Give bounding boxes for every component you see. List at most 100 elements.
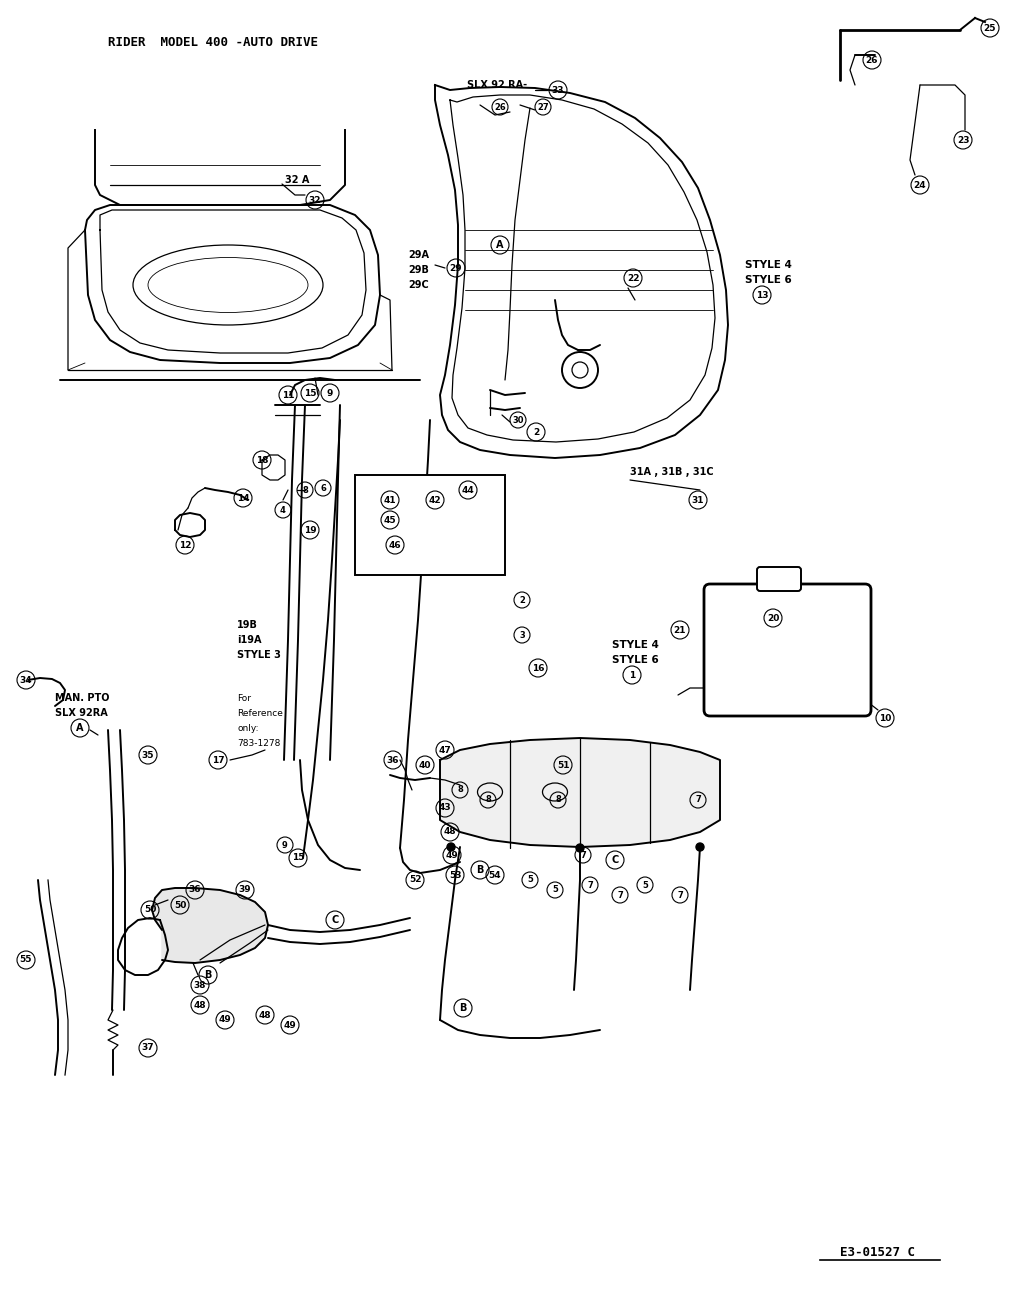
Text: RIDER  MODEL 400 -AUTO DRIVE: RIDER MODEL 400 -AUTO DRIVE [108, 35, 318, 48]
Text: C: C [331, 914, 338, 925]
Text: 7: 7 [580, 851, 586, 860]
Text: 35: 35 [141, 751, 154, 760]
Text: SLX 92RA: SLX 92RA [55, 708, 107, 718]
Text: 9: 9 [327, 388, 333, 397]
Text: 45: 45 [384, 516, 396, 525]
Text: 32: 32 [309, 196, 321, 204]
Text: 33: 33 [552, 86, 565, 95]
Text: 5: 5 [642, 881, 648, 890]
Text: 26: 26 [494, 103, 506, 112]
Circle shape [447, 843, 455, 851]
Text: 49: 49 [446, 851, 458, 860]
Text: 41: 41 [384, 495, 396, 504]
Text: B: B [477, 865, 484, 876]
Text: 53: 53 [449, 870, 461, 879]
Polygon shape [152, 889, 268, 963]
Text: 49: 49 [284, 1021, 296, 1030]
Text: 19: 19 [303, 526, 317, 534]
Text: 36: 36 [189, 886, 201, 895]
Text: E3-01527 C: E3-01527 C [840, 1246, 915, 1259]
Text: 48: 48 [259, 1011, 271, 1020]
Text: 5: 5 [552, 886, 558, 895]
Text: 14: 14 [236, 494, 250, 503]
Text: 48: 48 [444, 827, 456, 837]
Text: 29: 29 [450, 264, 462, 273]
Text: MAN. PTO: MAN. PTO [55, 692, 109, 703]
Text: 29A: 29A [408, 249, 429, 260]
Text: 8: 8 [485, 795, 491, 804]
Text: 25: 25 [983, 23, 996, 32]
Text: 15: 15 [303, 388, 316, 397]
Text: 36: 36 [387, 756, 399, 765]
Text: 47: 47 [439, 746, 451, 755]
Text: For: For [237, 694, 251, 703]
Text: i19A: i19A [237, 635, 261, 646]
Bar [355, 475, 505, 575]
Text: 43: 43 [439, 804, 451, 812]
Text: 23: 23 [957, 135, 969, 144]
Text: B: B [204, 970, 212, 979]
Text: STYLE 6: STYLE 6 [745, 275, 792, 284]
Text: 30: 30 [512, 416, 524, 425]
Text: 29C: 29C [408, 281, 428, 290]
Text: 17: 17 [212, 756, 224, 765]
Text: 46: 46 [389, 540, 401, 549]
Text: 29B: 29B [408, 265, 429, 275]
Text: 44: 44 [461, 486, 475, 495]
Text: C: C [611, 855, 618, 865]
Text: B: B [459, 1003, 466, 1013]
Text: 12: 12 [179, 540, 191, 549]
Text: 6: 6 [320, 483, 326, 492]
Text: 51: 51 [556, 760, 570, 769]
Text: 16: 16 [531, 664, 544, 673]
Text: 11: 11 [282, 391, 294, 400]
Circle shape [576, 844, 584, 852]
Text: 8: 8 [555, 795, 560, 804]
Text: 55: 55 [20, 956, 32, 964]
Text: 2: 2 [519, 595, 525, 604]
Polygon shape [440, 738, 720, 847]
Text: 54: 54 [489, 870, 502, 879]
Text: 50: 50 [143, 905, 156, 914]
Text: 10: 10 [879, 713, 892, 722]
Text: 2: 2 [533, 427, 539, 436]
Text: 32 A: 32 A [285, 175, 310, 184]
Text: 24: 24 [913, 181, 927, 190]
Text: STYLE 4: STYLE 4 [745, 260, 792, 270]
Text: 22: 22 [626, 274, 639, 282]
Text: 19B: 19B [237, 620, 258, 630]
Text: SLX 92 RA-: SLX 92 RA- [467, 81, 527, 90]
Text: 18: 18 [256, 456, 268, 465]
Text: STYLE 3: STYLE 3 [237, 650, 281, 660]
FancyBboxPatch shape [757, 566, 801, 591]
Text: 37: 37 [141, 1043, 155, 1052]
Text: 40: 40 [419, 760, 431, 769]
Polygon shape [436, 84, 728, 459]
Text: 38: 38 [194, 981, 206, 990]
Text: 20: 20 [767, 613, 779, 622]
Text: 7: 7 [696, 795, 701, 804]
Text: 49: 49 [219, 1016, 231, 1025]
Polygon shape [85, 205, 380, 362]
Text: 27: 27 [538, 103, 549, 112]
Text: Reference: Reference [237, 708, 283, 717]
Text: 52: 52 [409, 876, 421, 885]
Text: A: A [76, 724, 84, 733]
Text: 8: 8 [457, 786, 463, 795]
Text: 7: 7 [677, 891, 683, 899]
Text: 39: 39 [238, 886, 252, 895]
Text: 4: 4 [280, 505, 286, 514]
Text: 34: 34 [20, 675, 32, 685]
Text: 783-1278: 783-1278 [237, 739, 281, 747]
Text: 15: 15 [292, 853, 304, 863]
Text: 7: 7 [617, 891, 623, 899]
Text: 7: 7 [587, 881, 592, 890]
Text: 31A , 31B , 31C: 31A , 31B , 31C [630, 468, 713, 477]
Circle shape [696, 843, 704, 851]
Text: 50: 50 [173, 900, 186, 909]
Text: 1: 1 [628, 670, 635, 679]
Text: 48: 48 [194, 1000, 206, 1009]
Text: 42: 42 [428, 495, 442, 504]
Text: only:: only: [237, 724, 258, 733]
Text: 21: 21 [674, 626, 686, 634]
